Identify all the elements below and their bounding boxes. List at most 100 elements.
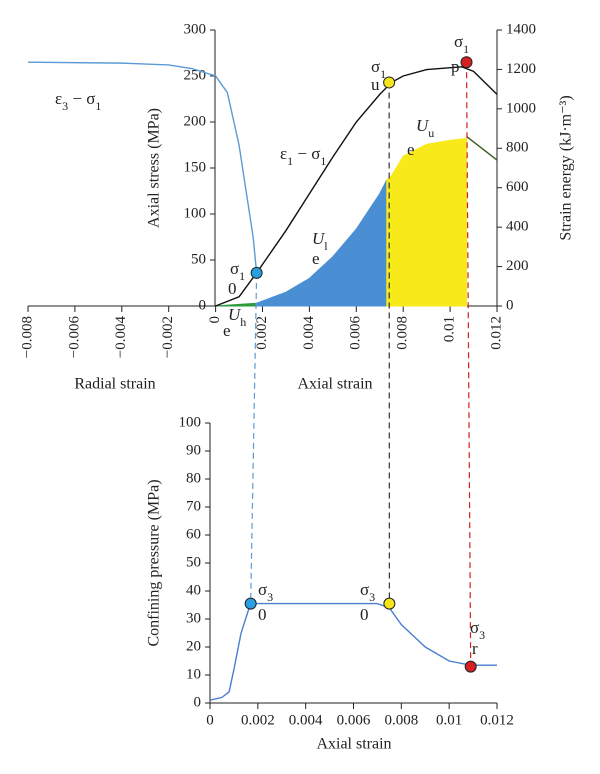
- x-tick-label: 0.006: [337, 712, 371, 728]
- x-tick-label: 0.012: [480, 712, 514, 728]
- y-tick-label: 50: [191, 251, 206, 267]
- ylabel: Axial stress (MPa): [146, 108, 163, 228]
- y-tick-label: 100: [184, 205, 207, 221]
- x-tick-label: 0.002: [254, 316, 270, 350]
- y-tick-label: 70: [186, 498, 201, 514]
- y-tick-label: 100: [179, 414, 202, 430]
- annotation-part: 3: [369, 590, 375, 604]
- y-tick-label: 20: [186, 638, 201, 654]
- guide-line: [250, 272, 258, 604]
- annotation-part: ε: [280, 144, 287, 163]
- y-tick-label: 300: [184, 21, 207, 37]
- curve: [466, 135, 498, 161]
- y2-tick-label: 600: [506, 179, 529, 195]
- y-tick-label: 60: [186, 526, 201, 542]
- x-tick-label: 0: [206, 712, 214, 728]
- x-tick-label: 0.006: [348, 316, 364, 350]
- annotation-part: 3: [267, 590, 273, 604]
- annotation: r: [472, 639, 478, 658]
- annotation-part: − σ: [293, 144, 320, 163]
- ylabel: Confining pressure (MPa): [146, 479, 163, 646]
- annotation: σ1: [230, 259, 245, 283]
- y2label: Strain energy (kJ·m⁻³): [558, 95, 575, 240]
- x-tick-label: 0.01: [442, 316, 458, 342]
- annotation: 0: [258, 605, 267, 624]
- y2-tick-label: 1400: [506, 21, 536, 37]
- annotation-part: l: [324, 239, 328, 253]
- curve: [209, 602, 497, 701]
- annotation-part: u: [428, 126, 434, 140]
- annotation: Ul: [312, 229, 328, 253]
- y2-tick-label: 200: [506, 258, 529, 274]
- curve: [215, 66, 498, 307]
- y-tick-label: 10: [186, 666, 201, 682]
- annotation-part: e: [223, 321, 231, 340]
- annotation-part: U: [312, 229, 326, 248]
- annotation-part: σ: [230, 259, 239, 278]
- annotation: ε3 − σ1: [55, 89, 101, 113]
- x-tick-label: 0.012: [488, 316, 504, 350]
- annotation-part: − σ: [68, 89, 95, 108]
- y-tick-label: 200: [184, 113, 207, 129]
- y-tick-label: 150: [184, 159, 207, 175]
- point-marker: [383, 597, 396, 610]
- annotation-part: 3: [62, 99, 68, 113]
- point-marker: [464, 660, 477, 673]
- point-marker: [460, 56, 473, 69]
- annotation-part: 1: [239, 269, 245, 283]
- point-marker: [244, 597, 257, 610]
- annotation-part: e: [407, 140, 415, 159]
- y-tick-label: 0: [194, 694, 202, 710]
- y-tick-label: 90: [186, 442, 201, 458]
- annotation-part: 0: [228, 279, 237, 298]
- annotation-part: σ: [470, 618, 479, 637]
- annotation-part: 1: [95, 99, 101, 113]
- annotation: 0: [360, 605, 369, 624]
- annotation: 0: [228, 279, 237, 298]
- x-tick-label: 0.008: [384, 712, 418, 728]
- annotation-part: 1: [320, 154, 326, 168]
- annotation: Uh: [228, 305, 246, 329]
- annotation: σ3: [258, 580, 273, 604]
- energy-area: [386, 137, 468, 307]
- annotation-part: 0: [258, 605, 267, 624]
- annotation-part: r: [472, 639, 478, 658]
- annotation: e: [312, 249, 320, 268]
- annotation-part: ε: [55, 89, 62, 108]
- annotation-part: p: [451, 57, 460, 76]
- y-tick-label: 80: [186, 470, 201, 486]
- y-tick-label: 50: [186, 554, 201, 570]
- y-tick-label: 40: [186, 582, 201, 598]
- y2-tick-label: 1200: [506, 61, 536, 77]
- x-tick-label: 0: [207, 316, 223, 324]
- annotation-part: 0: [360, 605, 369, 624]
- annotation: u: [371, 75, 380, 94]
- point-marker: [250, 266, 263, 279]
- xlabel: Axial strain: [297, 376, 372, 393]
- annotation-part: U: [416, 116, 430, 135]
- annotation: ε1 − σ1: [280, 144, 326, 168]
- annotation-part: u: [371, 75, 380, 94]
- annotation: p: [451, 57, 460, 76]
- y-tick-label: 0: [199, 297, 207, 313]
- point-marker: [383, 76, 396, 89]
- x-tick-label: 0.004: [289, 712, 323, 728]
- annotation-part: σ: [258, 580, 267, 599]
- x-tick-label: −0.004: [113, 316, 129, 359]
- annotation: Uu: [416, 116, 434, 140]
- annotation-part: 1: [380, 67, 386, 81]
- y2-tick-label: 800: [506, 140, 529, 156]
- annotation-part: 1: [287, 154, 293, 168]
- y2-tick-label: 1000: [506, 100, 536, 116]
- annotation: e: [407, 140, 415, 159]
- x-tick-label: 0.002: [241, 712, 275, 728]
- annotation: σ1: [371, 57, 386, 81]
- annotation-part: U: [228, 305, 242, 324]
- annotation-part: σ: [371, 57, 380, 76]
- annotation: σ3: [470, 618, 485, 642]
- y-tick-label: 30: [186, 610, 201, 626]
- curve: [27, 61, 258, 273]
- x-tick-label: −0.002: [160, 316, 176, 358]
- guide-line: [465, 62, 472, 667]
